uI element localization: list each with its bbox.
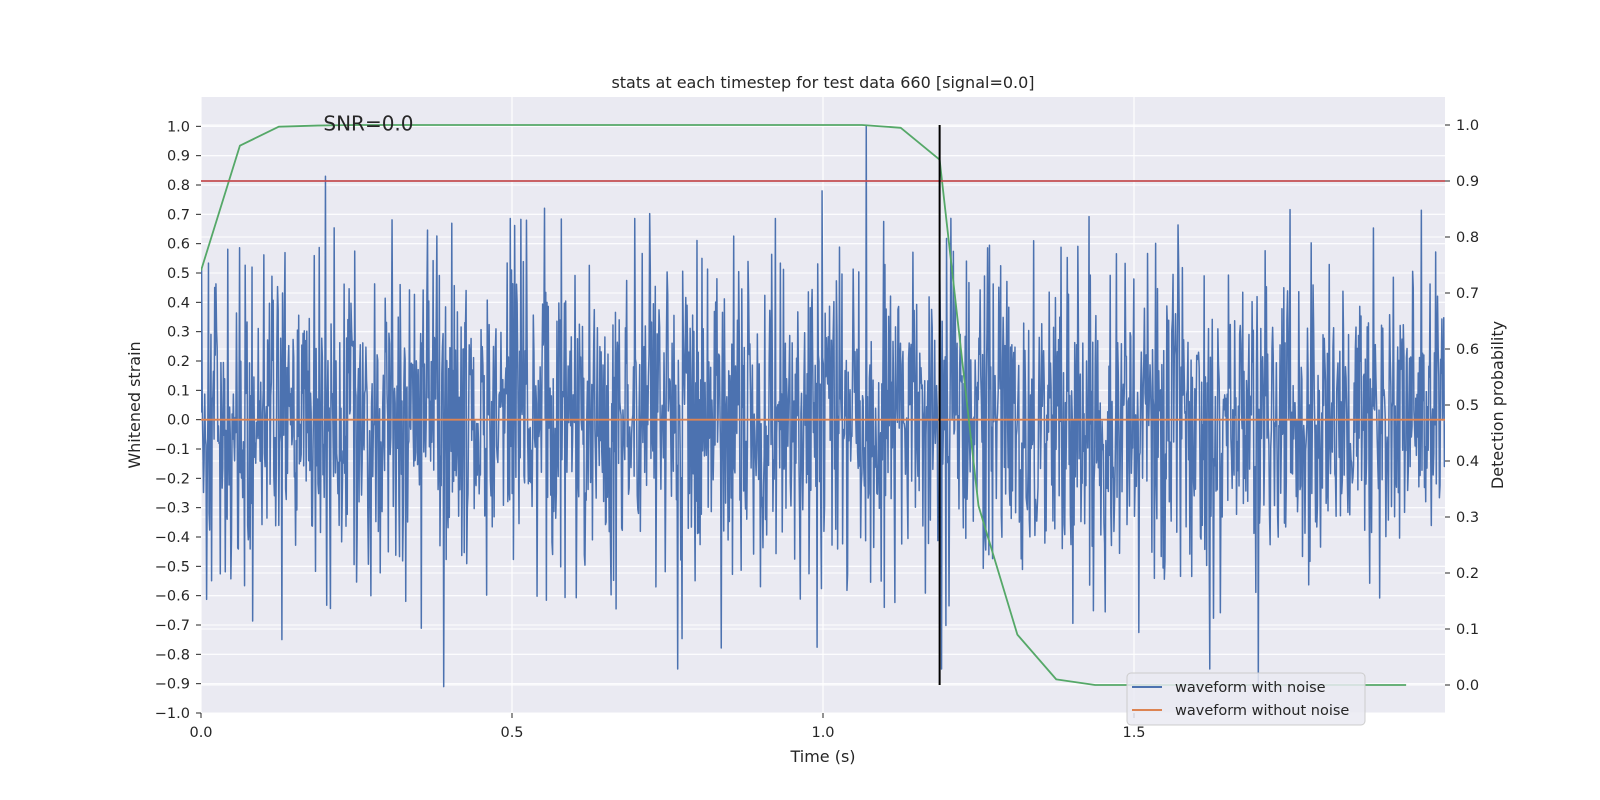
y-right-tick-label: 0.7 xyxy=(1456,286,1479,302)
y-left-tick-label: −0.7 xyxy=(155,618,190,634)
y-left-tick-label: 0.0 xyxy=(167,413,190,429)
x-axis-label: Time (s) xyxy=(789,747,855,766)
x-tick-label: 0.0 xyxy=(189,725,212,741)
x-tick-label: 1.0 xyxy=(811,725,834,741)
y-axis-label-left: Whitened strain xyxy=(125,341,144,468)
y-right-tick-label: 0.5 xyxy=(1456,398,1479,414)
legend-entry-label: waveform with noise xyxy=(1175,680,1326,696)
series-line-detection-probability xyxy=(201,124,1407,686)
y-axis-label-right: Detection probability xyxy=(1488,321,1507,489)
y-left-tick-label: −0.9 xyxy=(155,677,190,693)
series-line-waveform-with-noise xyxy=(201,125,1445,688)
y-left-tick-label: 0.6 xyxy=(167,237,190,253)
axes-text: 0.0 0.5 1.0 1.5 1.0 0.9 0.8 0.7 0.6 0.5 0.4 0.3 0.2 0… xyxy=(125,73,1507,766)
plot-contents xyxy=(201,124,1445,688)
y-left-tick-label: −0.1 xyxy=(155,442,190,458)
y-left-tick-label: −0.8 xyxy=(155,647,190,663)
y-left-tick-label: 0.2 xyxy=(167,354,190,370)
x-tick-label: 1.5 xyxy=(1122,725,1145,741)
y-left-tick-label: 0.3 xyxy=(167,325,190,341)
y-right-tick-label: 1.0 xyxy=(1456,118,1479,134)
y-left-tick-label: −0.2 xyxy=(155,471,190,487)
y-right-tick-label: 0.8 xyxy=(1456,230,1479,246)
y-left-tick-label: 0.7 xyxy=(167,207,190,223)
y-left-tick-label: −0.4 xyxy=(155,530,190,546)
y-left-tick-label: 0.8 xyxy=(167,178,190,194)
y-left-tick-label: −0.6 xyxy=(155,589,190,605)
legend-box xyxy=(1126,672,1366,726)
y-left-tick-label: −1.0 xyxy=(155,706,190,722)
y-left-tick-label: 0.1 xyxy=(167,383,190,399)
chart-title: stats at each timestep for test data 660… xyxy=(611,73,1034,92)
y-right-tick-label: 0.2 xyxy=(1456,566,1479,582)
y-left-tick-label: −0.3 xyxy=(155,501,190,517)
y-left-tick-label: −0.5 xyxy=(155,559,190,575)
y-right-tick-label: 0.4 xyxy=(1456,454,1479,470)
y-right-tick-label: 0.9 xyxy=(1456,174,1479,190)
y-right-tick-label: 0.1 xyxy=(1456,622,1479,638)
snr-annotation: SNR=0.0 xyxy=(323,111,413,135)
legend: waveform with noise waveform without nois… xyxy=(1126,672,1366,726)
y-right-tick-label: 0.3 xyxy=(1456,510,1479,526)
y-left-tick-label: 1.0 xyxy=(167,119,190,135)
legend-entry-label: waveform without noise xyxy=(1175,703,1349,719)
y-left-tick-label: 0.9 xyxy=(167,149,190,165)
y-left-tick-label: 0.5 xyxy=(167,266,190,282)
y-right-tick-label: 0.6 xyxy=(1456,342,1479,358)
x-tick-label: 0.5 xyxy=(500,725,523,741)
y-left-tick-label: 0.4 xyxy=(167,295,190,311)
y-right-tick-label: 0.0 xyxy=(1456,678,1479,694)
